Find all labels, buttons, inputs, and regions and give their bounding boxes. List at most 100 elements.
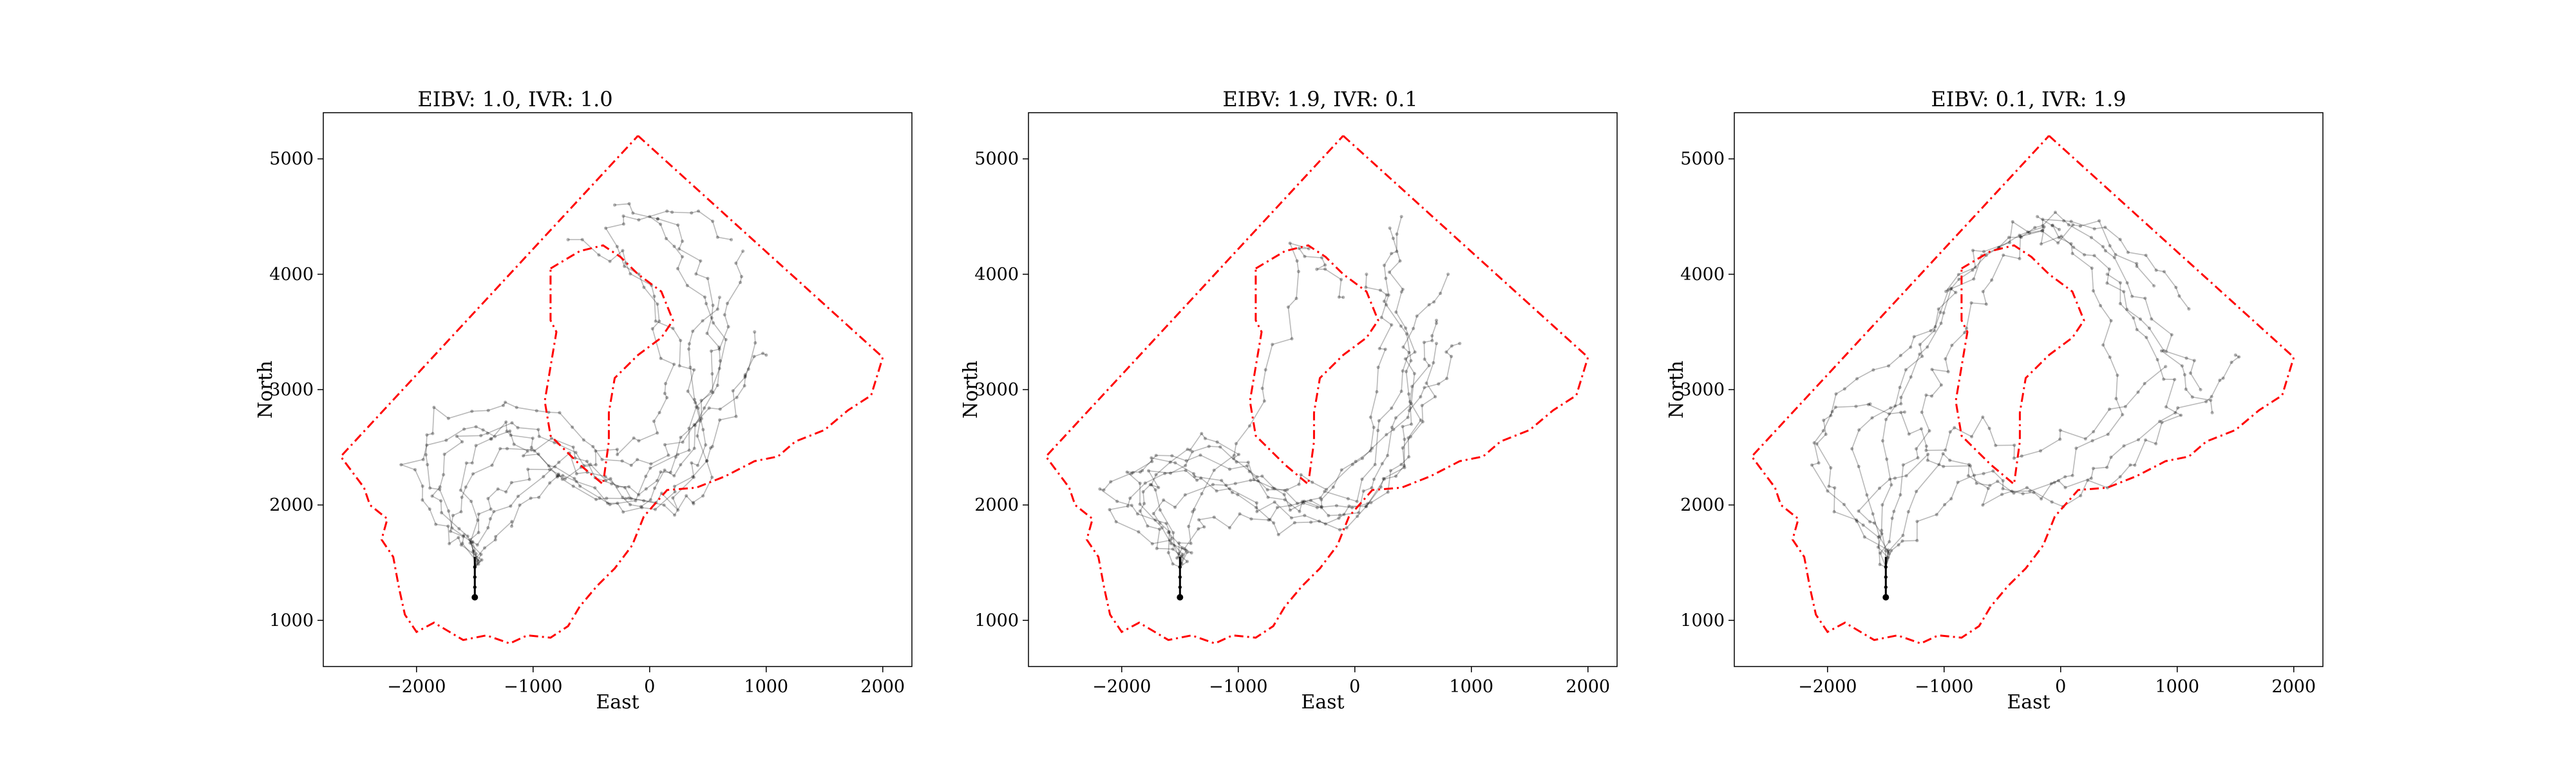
trajectory-point: [735, 395, 739, 399]
trajectory-point: [2143, 382, 2146, 386]
trajectory-point: [2184, 356, 2188, 360]
trajectory-point: [1153, 488, 1157, 492]
trajectory-point: [694, 405, 698, 409]
trajectory-point: [639, 505, 643, 509]
x-tick-label: 0: [644, 677, 655, 697]
trajectory-point: [1445, 377, 1449, 381]
trajectory-point: [670, 210, 674, 214]
y-axis-label-2: North: [960, 361, 982, 419]
trajectory-point: [2011, 220, 2014, 223]
trajectory-point: [2063, 475, 2067, 478]
trajectory-point: [690, 211, 694, 215]
trajectory-point: [1247, 424, 1251, 428]
trajectory-point: [1262, 399, 1266, 403]
trajectory-point: [1169, 542, 1173, 545]
trajectory-point: [446, 524, 450, 528]
trajectory-point: [2170, 333, 2174, 337]
trajectory-point: [2056, 478, 2061, 483]
trajectory-line: [460, 216, 727, 598]
trajectory-point: [504, 420, 508, 424]
trajectory-point: [631, 211, 635, 215]
trajectory-point: [1920, 410, 1924, 414]
trajectory-point: [1927, 429, 1931, 433]
plot-frame-1: [323, 112, 913, 667]
trajectory-point: [1211, 482, 1215, 487]
trajectory-point: [1146, 524, 1150, 528]
trajectory-point: [1933, 328, 1937, 332]
trajectory-point: [1944, 357, 1947, 361]
trajectory-point: [1987, 426, 1991, 430]
trajectory-point: [1224, 484, 1228, 487]
trajectory-point: [734, 261, 738, 265]
trajectory-line: [1880, 226, 2213, 598]
trajectory-point: [642, 499, 646, 503]
trajectory-point: [1889, 406, 1893, 410]
trajectory-line: [1857, 274, 2183, 598]
trajectory-point: [1981, 290, 1985, 294]
trajectory-point: [2136, 390, 2140, 394]
trajectory-point: [1949, 497, 1953, 501]
trajectory-point: [2237, 355, 2241, 359]
trajectory-point: [1390, 252, 1394, 256]
trajectory-point: [1215, 489, 1218, 493]
trajectory-point: [761, 352, 765, 355]
trajectory-point: [1942, 464, 1946, 468]
trajectory-point: [447, 509, 451, 513]
trajectory-point: [608, 260, 612, 263]
trajectory-point: [1383, 347, 1387, 352]
trajectory-point: [665, 395, 669, 400]
trajectory-point: [648, 214, 652, 218]
trajectory-point: [480, 558, 484, 562]
trajectory-point: [1346, 497, 1350, 501]
trajectory-point: [2180, 364, 2184, 368]
x-tick-label: −2000: [1092, 677, 1151, 697]
x-tick-label: −1000: [504, 677, 562, 697]
trajectory-point: [1824, 432, 1828, 437]
trajectory-point: [2221, 376, 2225, 380]
y-tick-label: 3000: [1680, 380, 1725, 400]
trajectory-point: [1377, 419, 1381, 423]
trajectory-point: [1337, 516, 1341, 520]
trajectory-point: [1163, 471, 1167, 475]
trajectory-point: [1826, 489, 1830, 493]
trajectory-point: [1197, 518, 1201, 522]
trajectory-point: [1899, 395, 1903, 399]
trajectory-point: [1181, 553, 1185, 556]
trajectory-point: [1125, 470, 1129, 474]
trajectory-point: [1350, 462, 1354, 466]
trajectory-point: [549, 437, 554, 440]
trajectory-point: [656, 302, 659, 306]
trajectory-point: [529, 448, 533, 452]
trajectory-point: [605, 497, 609, 500]
trajectory-point: [2083, 253, 2087, 257]
trajectory-point: [2103, 249, 2107, 252]
trajectory-point: [663, 468, 667, 472]
trajectory-point: [537, 495, 541, 499]
trajectory-point: [699, 417, 703, 421]
trajectory-point: [1192, 472, 1196, 476]
trajectory-point: [496, 487, 500, 491]
trajectory-point: [1916, 456, 1920, 460]
trajectory-point: [1888, 540, 1891, 544]
trajectory-point: [2112, 256, 2116, 260]
trajectory-point: [1195, 478, 1199, 482]
trajectory-point: [426, 462, 430, 467]
trajectory-point: [1956, 272, 1960, 276]
trajectory-point: [1401, 287, 1405, 291]
trajectory-point: [1866, 402, 1870, 406]
trajectory-point: [1212, 468, 1216, 472]
x-tick-label: 1000: [2155, 677, 2199, 697]
trajectory-point: [1252, 477, 1256, 482]
trajectory-point: [703, 295, 707, 299]
trajectory-point: [1271, 486, 1275, 490]
trajectory-2-8: [1125, 341, 1462, 600]
trajectory-point: [1399, 462, 1403, 466]
trajectory-point: [486, 408, 490, 412]
trajectory-point: [1297, 482, 1301, 486]
trajectory-point: [477, 512, 480, 516]
trajectory-point: [600, 457, 604, 462]
trajectory-point: [2105, 272, 2109, 276]
trajectory-point: [486, 431, 489, 435]
trajectory-point: [604, 226, 608, 230]
trajectory-point: [489, 437, 493, 441]
